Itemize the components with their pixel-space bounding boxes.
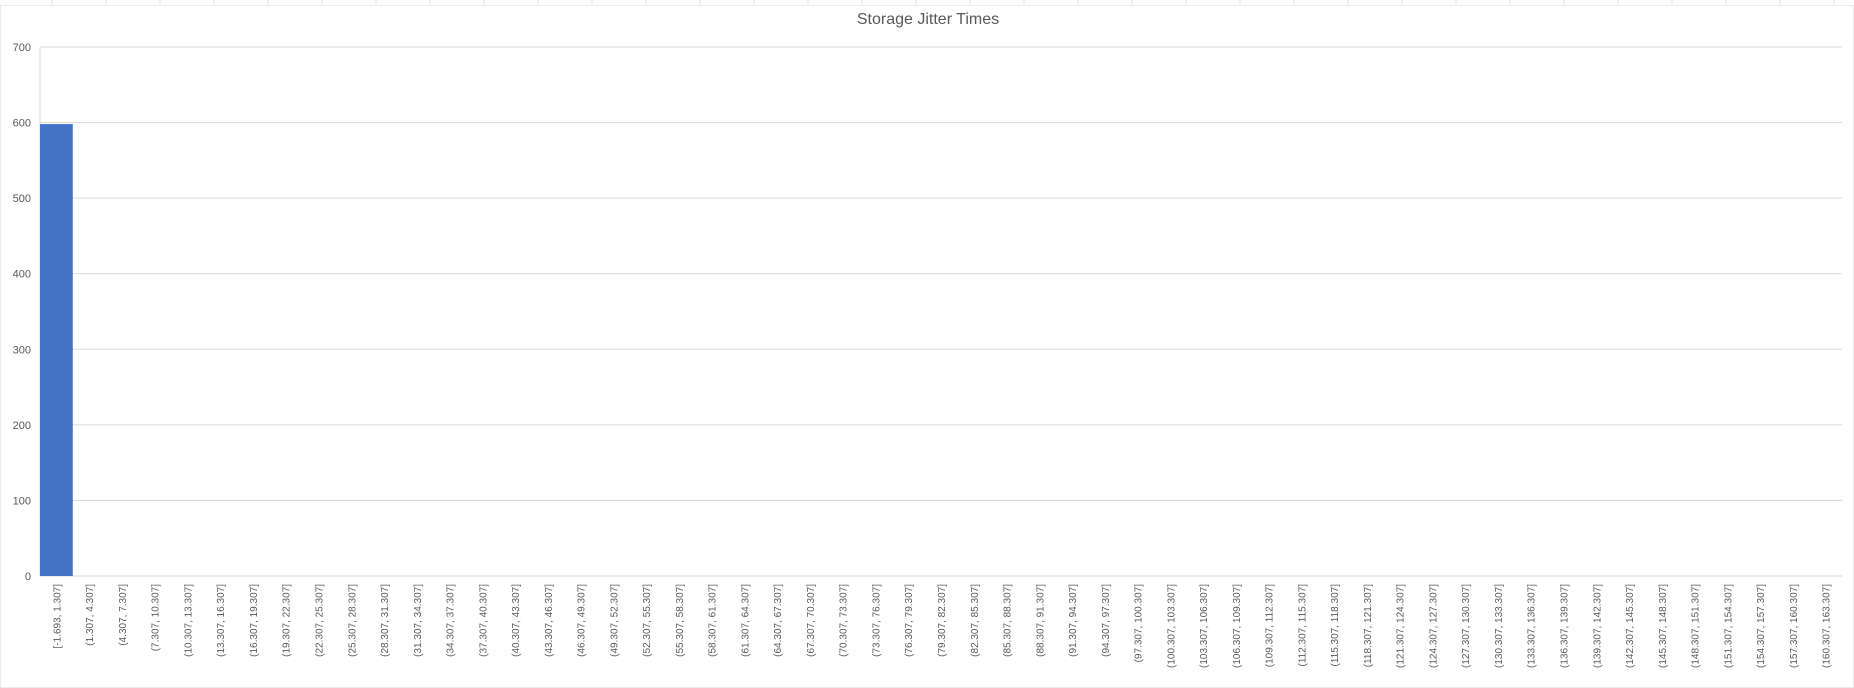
x-tick-label: (37.307, 40.307] [478,584,489,657]
x-tick-label: (139.307, 142.307] [1592,584,1603,668]
y-tick-label: 700 [13,42,31,54]
x-tick-label: (106.307, 109.307] [1232,584,1243,668]
x-tick-label: (121.307, 124.307] [1396,584,1407,668]
x-tick-label: (70.307, 73.307] [839,584,850,657]
x-tick-label: (52.307, 55.307] [642,584,653,657]
x-tick-label: (118.307, 121.307] [1363,584,1374,667]
x-tick-label: (103.307, 106.307] [1199,584,1210,668]
x-tick-label: (19.307, 22.307] [282,584,293,657]
x-tick-label: (67.307, 70.307] [806,584,817,657]
y-tick-label: 100 [13,495,31,507]
x-tick-label: (79.307, 82.307] [937,584,948,657]
bars [40,124,73,576]
y-tick-label: 200 [13,420,31,432]
x-tick-label: (34.307, 37.307] [446,584,457,657]
y-tick-label: 300 [13,344,31,356]
x-tick-label: (25.307, 28.307] [347,584,358,657]
x-tick-label: (46.307, 49.307] [577,584,588,657]
x-tick-label: (157.307, 160.307] [1789,584,1800,668]
x-tick-label: (100.307, 103.307] [1166,584,1177,668]
x-tick-label: (64.307, 67.307] [773,584,784,657]
x-tick-label: (160.307, 163.307] [1822,584,1833,668]
y-tick-label: 400 [13,269,31,281]
histogram-chart[interactable]: Storage Jitter Times 0 100 200 300 400 500 600… [0,5,1854,688]
x-tick-label: (22.307, 25.307] [314,584,325,657]
x-tick-label: (76.307, 79.307] [904,584,915,657]
y-tick-label: 500 [13,193,31,205]
x-tick-label: (124.307, 127.307] [1428,584,1439,668]
x-tick-labels: [-1.693, 1.307] (1.307, 4.307] (4.307, 7.3… [52,584,1832,668]
x-tick-label: (49.307, 52.307] [609,584,620,657]
x-tick-label: [-1.693, 1.307] [52,584,63,649]
x-tick-label: (40.307, 43.307] [511,584,522,657]
x-tick-label: (130.307, 133.307] [1494,584,1505,668]
x-tick-label: (13.307, 16.307] [216,584,227,657]
x-tick-label: (10.307, 13.307] [183,584,194,657]
x-tick-label: (112.307, 115.307] [1297,584,1308,667]
x-tick-label: (142.307, 145.307] [1625,584,1636,668]
x-tick-label: (154.307, 157.307] [1756,584,1767,668]
x-tick-label: (85.307, 88.307] [1003,584,1014,657]
x-tick-label: (55.307, 58.307] [675,584,686,657]
x-tick-label: (115.307, 118.307] [1330,584,1341,667]
x-tick-label: (127.307, 130.307] [1461,584,1472,668]
y-tick-labels: 0 100 200 300 400 500 600 700 [13,42,31,583]
x-tick-label: (61.307, 64.307] [740,584,751,657]
chart-background [0,5,1854,688]
chart-title: Storage Jitter Times [857,11,999,28]
x-tick-label: (145.307, 148.307] [1658,584,1669,668]
x-tick-label: (133.307, 136.307] [1527,584,1538,668]
x-tick-label: (136.307, 139.307] [1560,584,1571,668]
x-tick-label: (82.307, 85.307] [970,584,981,657]
x-tick-label: (148.307, 151.307] [1691,584,1702,668]
x-tick-label: (151.307, 154.307] [1723,584,1734,668]
x-tick-label: (28.307, 31.307] [380,584,391,657]
histogram-bar [40,124,73,576]
x-tick-label: (91.307, 94.307] [1068,584,1079,657]
x-tick-label: (97.307, 100.307] [1134,584,1145,663]
x-tick-label: (7.307, 10.307] [151,584,162,651]
x-tick-label: (94.307, 97.307] [1101,584,1112,657]
y-tick-label: 600 [13,118,31,130]
x-tick-label: (16.307, 19.307] [249,584,260,657]
x-tick-label: (1.307, 4.307] [85,584,96,646]
x-tick-label: (88.307, 91.307] [1035,584,1046,657]
x-tick-label: (109.307, 112.307] [1265,584,1276,667]
x-tick-label: (31.307, 34.307] [413,584,424,657]
x-tick-label: (58.307, 61.307] [708,584,719,657]
x-tick-label: (43.307, 46.307] [544,584,555,657]
x-tick-label: (73.307, 76.307] [871,584,882,657]
x-tick-label: (4.307, 7.307] [118,584,129,646]
y-tick-label: 0 [25,571,31,583]
